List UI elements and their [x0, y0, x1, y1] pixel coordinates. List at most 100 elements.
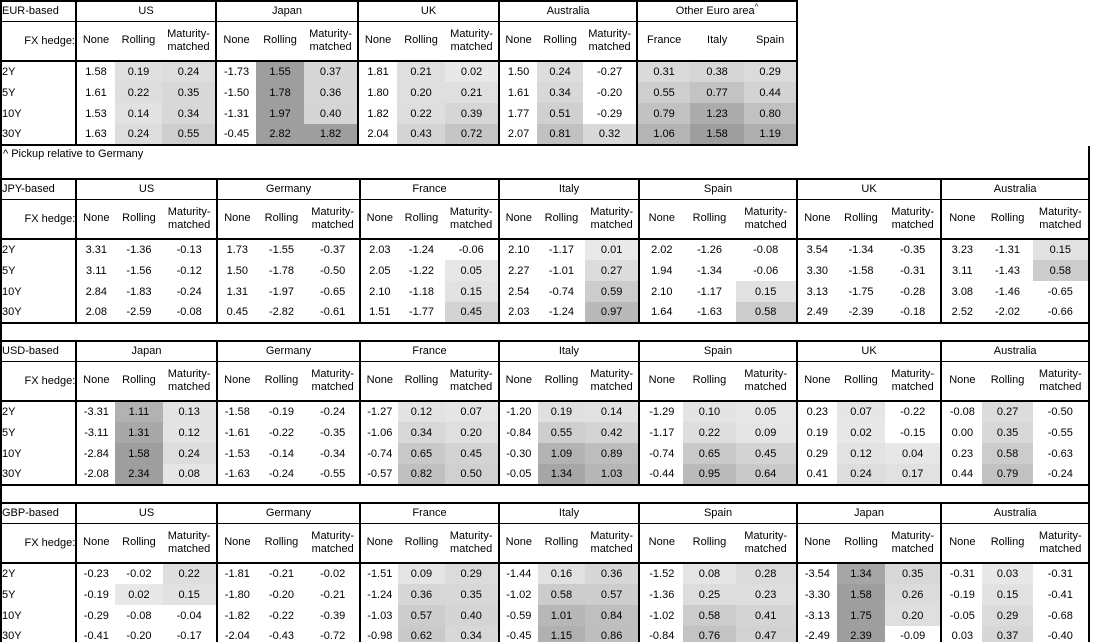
value-cell: 0.28: [735, 563, 798, 584]
value-cell: -0.24: [1032, 464, 1091, 485]
value-cell: -0.98: [359, 626, 399, 642]
value-cell: -0.65: [306, 281, 362, 302]
country-header-france: France: [359, 178, 500, 200]
country-header-japan: Japan: [795, 502, 943, 524]
column-header: None: [940, 523, 983, 564]
column-header: Maturity-matched: [162, 199, 218, 240]
value-cell: -0.29: [75, 605, 116, 626]
value-cell: 0.15: [1032, 239, 1091, 260]
value-cell: -0.18: [885, 302, 943, 323]
value-cell: -1.55: [268, 244, 295, 256]
value-cell: -1.29: [638, 401, 684, 422]
value-cell: 0.26: [885, 584, 943, 605]
value-cell: 0.23: [795, 401, 837, 422]
value-cell: 0.19: [795, 422, 837, 443]
value-cell: 0.25: [683, 584, 736, 605]
column-header: Rolling: [683, 199, 736, 240]
column-header: Maturity-matched: [162, 523, 218, 564]
subheader-row: FX hedge: None Rolling Maturity-matched None…: [0, 360, 1091, 402]
column-header: Maturity-matched: [304, 21, 360, 62]
value-cell: 0.62: [398, 626, 445, 642]
value-cell: 1.64: [638, 302, 684, 323]
value-cell: -1.17: [638, 422, 684, 443]
column-header: Maturity-matched: [162, 361, 218, 402]
column-header: Maturity-matched: [585, 361, 641, 402]
value-cell: -1.24: [359, 584, 399, 605]
tenor-label: 2Y: [0, 61, 77, 82]
country-header-spain: Spain: [638, 178, 798, 200]
gbp-based-table: GBP-based US Germany France Italy Spain Japan A…: [0, 502, 1091, 642]
footnote-marker: ^: [754, 2, 759, 12]
value-cell: 0.23: [735, 584, 798, 605]
value-cell: 0.65: [398, 443, 445, 464]
country-header-uk: UK: [795, 340, 943, 362]
value-cell: 0.19: [115, 61, 162, 82]
value-cell: 3.13: [795, 281, 837, 302]
value-cell: -1.75: [848, 285, 874, 298]
value-cell: 0.45: [444, 302, 500, 323]
value-cell: -0.30: [497, 443, 538, 464]
column-header: Maturity-matched: [445, 21, 501, 62]
country-header-uk: UK: [357, 0, 501, 22]
data-row-10y: 10Y -2.84 1.58 0.24 -1.53 -0.14 -0.34 -0.74 0.65…: [0, 443, 1091, 464]
value-cell: -3.31: [75, 401, 116, 422]
value-cell: -0.15: [885, 422, 943, 443]
value-cell: -0.28: [885, 281, 943, 302]
value-cell: -0.02: [306, 563, 362, 584]
column-header: Rolling: [397, 21, 446, 62]
value-cell: -0.55: [306, 464, 362, 485]
value-cell: 2.02: [638, 239, 684, 260]
country-header-row: USD-based Japan Germany France Italy Spain UK A…: [0, 340, 1090, 362]
value-cell: 0.36: [585, 563, 641, 584]
base-currency-label: GBP-based: [0, 502, 78, 524]
value-cell: 0.22: [162, 563, 218, 584]
value-cell: 1.51: [359, 302, 399, 323]
column-header: Rolling: [115, 361, 163, 402]
value-cell: 0.37: [982, 626, 1033, 642]
value-cell: -0.19: [940, 584, 983, 605]
value-cell: 0.97: [585, 302, 641, 323]
tenor-label: 10Y: [0, 103, 77, 124]
value-cell: -0.05: [940, 605, 983, 626]
value-cell: 2.54: [497, 281, 538, 302]
value-cell: -0.05: [497, 464, 538, 485]
country-header-australia: Australia: [940, 502, 1090, 524]
value-cell: -2.39: [848, 306, 874, 318]
value-cell: -1.26: [696, 244, 723, 256]
value-cell: 0.12: [836, 443, 886, 464]
value-cell: 0.34: [162, 103, 218, 124]
value-cell: -0.74: [638, 443, 684, 464]
country-header-label: US: [138, 507, 155, 520]
value-cell: 0.58: [537, 584, 586, 605]
value-cell: 0.41: [795, 464, 837, 485]
column-header: Maturity-matched: [306, 523, 362, 564]
value-cell: 0.72: [445, 124, 501, 145]
value-cell: 0.24: [537, 61, 584, 82]
value-cell: 0.24: [836, 464, 886, 485]
value-cell: 0.80: [744, 103, 799, 124]
value-cell: -0.21: [268, 568, 295, 580]
value-cell: -1.63: [696, 306, 723, 318]
value-cell: -0.31: [1032, 563, 1091, 584]
value-cell: 1.19: [744, 124, 799, 145]
value-cell: -1.31: [215, 103, 257, 124]
value-cell: 2.39: [836, 626, 886, 642]
column-header: Rolling: [982, 523, 1033, 564]
value-cell: 0.09: [398, 563, 445, 584]
value-cell: -0.31: [940, 563, 983, 584]
value-cell: 3.54: [795, 239, 837, 260]
value-cell: -2.82: [268, 306, 295, 318]
subheader-row: FX hedge: None Rolling Maturity-matched None…: [0, 522, 1091, 564]
value-cell: 1.50: [498, 61, 538, 82]
tenor-label: 2Y: [0, 401, 78, 422]
value-cell: 0.07: [836, 401, 886, 422]
value-cell: -0.74: [359, 443, 399, 464]
value-cell: -1.53: [215, 443, 257, 464]
tenor-label: 5Y: [0, 260, 78, 281]
value-cell: -1.50: [215, 82, 257, 103]
value-cell: 0.29: [744, 61, 799, 82]
value-cell: 1.31: [115, 422, 163, 443]
value-cell: -1.24: [408, 244, 434, 256]
value-cell: 0.86: [585, 626, 641, 642]
value-cell: -0.59: [497, 605, 538, 626]
